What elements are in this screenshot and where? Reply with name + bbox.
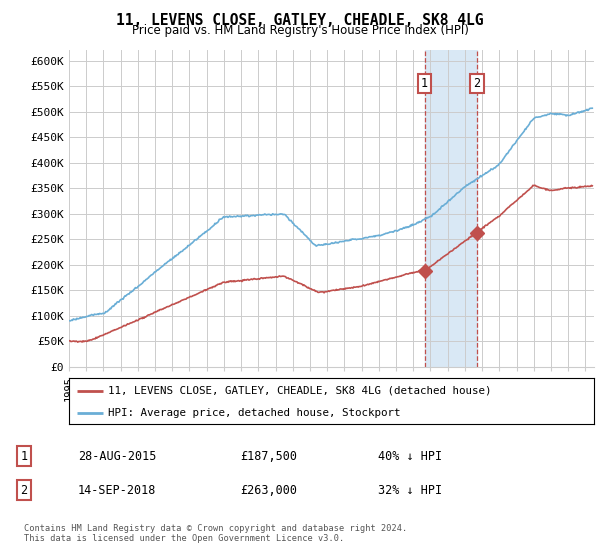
Text: 28-AUG-2015: 28-AUG-2015 — [78, 450, 157, 463]
Text: 1: 1 — [421, 77, 428, 90]
Text: 11, LEVENS CLOSE, GATLEY, CHEADLE, SK8 4LG (detached house): 11, LEVENS CLOSE, GATLEY, CHEADLE, SK8 4… — [109, 386, 492, 396]
Text: 14-SEP-2018: 14-SEP-2018 — [78, 483, 157, 497]
Text: 40% ↓ HPI: 40% ↓ HPI — [378, 450, 442, 463]
Text: HPI: Average price, detached house, Stockport: HPI: Average price, detached house, Stoc… — [109, 408, 401, 418]
Text: 2: 2 — [20, 483, 28, 497]
Text: £187,500: £187,500 — [240, 450, 297, 463]
Text: 1: 1 — [20, 450, 28, 463]
Bar — [425, 50, 477, 367]
Text: £263,000: £263,000 — [240, 483, 297, 497]
Text: Contains HM Land Registry data © Crown copyright and database right 2024.
This d: Contains HM Land Registry data © Crown c… — [24, 524, 407, 543]
Text: 32% ↓ HPI: 32% ↓ HPI — [378, 483, 442, 497]
Text: Price paid vs. HM Land Registry's House Price Index (HPI): Price paid vs. HM Land Registry's House … — [131, 24, 469, 37]
Text: 2: 2 — [473, 77, 481, 90]
Text: 11, LEVENS CLOSE, GATLEY, CHEADLE, SK8 4LG: 11, LEVENS CLOSE, GATLEY, CHEADLE, SK8 4… — [116, 13, 484, 28]
